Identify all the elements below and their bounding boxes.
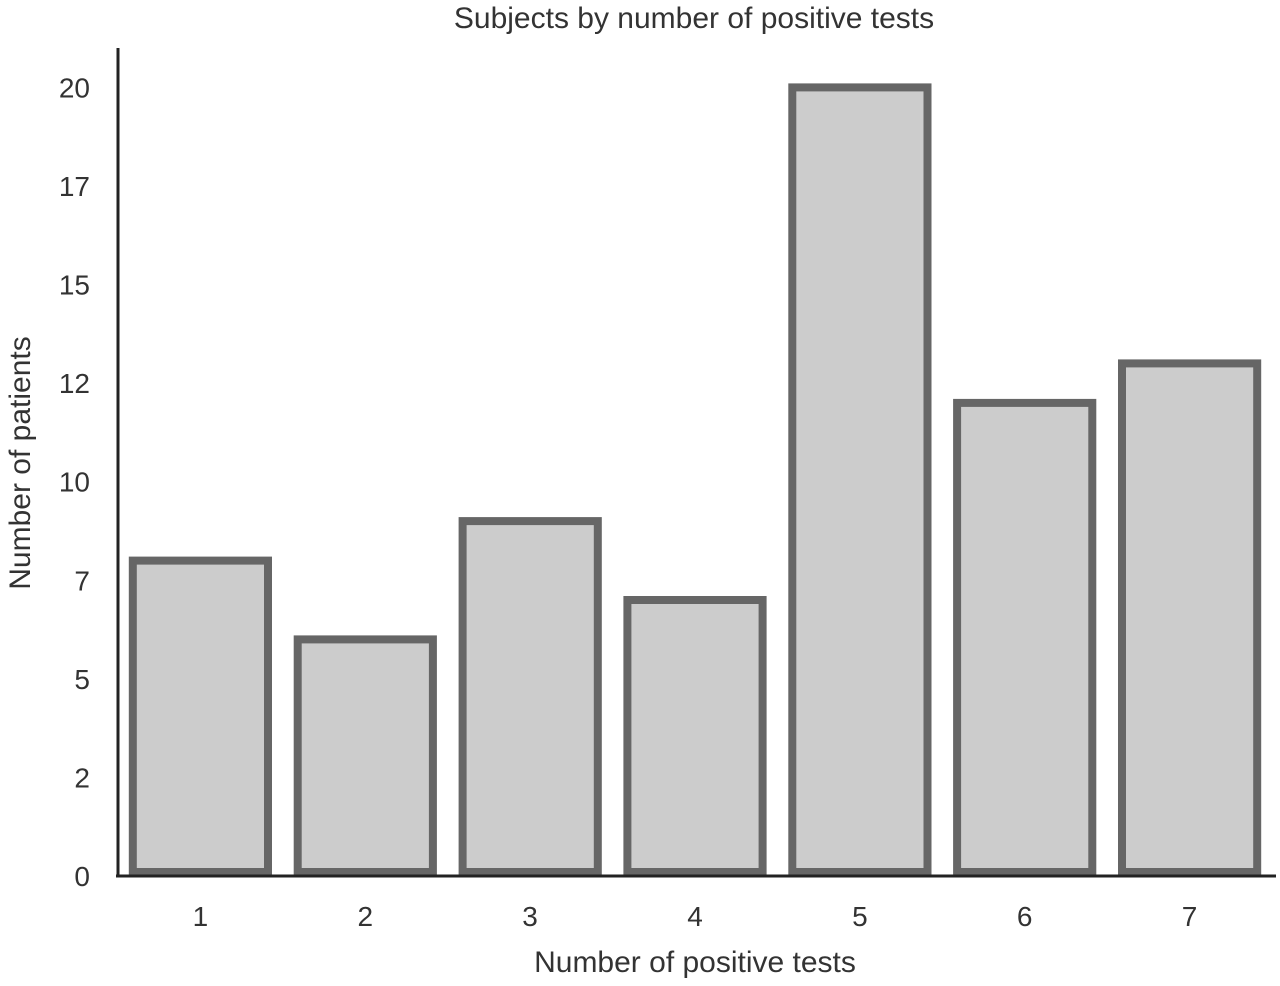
y-axis-label: Number of patients xyxy=(4,336,37,589)
y-tick-label: 5 xyxy=(74,664,90,695)
x-tick-label: 2 xyxy=(358,901,374,932)
y-tick-label: 12 xyxy=(59,368,90,399)
bars-group xyxy=(128,83,1262,877)
bar-6 xyxy=(953,398,1097,876)
bar-4 xyxy=(623,596,767,876)
bar-1 xyxy=(128,556,272,876)
x-tick-label: 5 xyxy=(852,901,868,932)
bar-3 xyxy=(458,517,602,876)
y-tick-label: 17 xyxy=(59,171,90,202)
bar-5 xyxy=(788,83,932,876)
y-tick-label: 7 xyxy=(74,565,90,596)
y-tick-label: 10 xyxy=(59,467,90,498)
y-tick-label: 0 xyxy=(74,861,90,892)
x-tick-label: 7 xyxy=(1182,901,1198,932)
x-tick-label: 3 xyxy=(522,901,538,932)
chart-title: Subjects by number of positive tests xyxy=(454,2,934,35)
bar-7 xyxy=(1118,359,1262,876)
x-tick-label: 1 xyxy=(193,901,209,932)
bar-2 xyxy=(293,635,437,877)
y-tick-labels: 0 2 5 7 10 12 15 17 20 xyxy=(59,72,90,892)
x-tick-label: 4 xyxy=(687,901,703,932)
x-tick-labels: 1 2 3 4 5 6 7 xyxy=(193,901,1198,932)
x-tick-label: 6 xyxy=(1017,901,1033,932)
y-tick-label: 15 xyxy=(59,270,90,301)
y-tick-label: 20 xyxy=(59,72,90,103)
y-tick-label: 2 xyxy=(74,762,90,793)
x-axis-label: Number of positive tests xyxy=(534,946,856,979)
